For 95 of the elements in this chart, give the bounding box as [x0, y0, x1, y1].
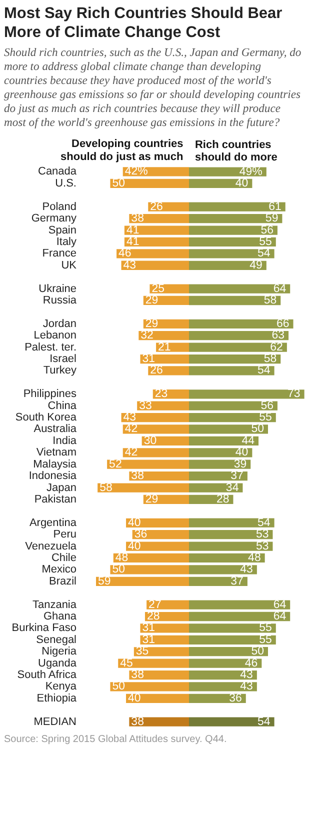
- data-label: 56: [260, 400, 274, 412]
- data-label: 40: [128, 692, 141, 704]
- y-tick-label: China: [48, 400, 78, 412]
- y-tick-label: Chile: [51, 552, 76, 564]
- data-label: 26: [150, 200, 163, 213]
- data-label: 56: [260, 224, 274, 236]
- data-label: 58: [100, 482, 112, 494]
- data-label: 39: [234, 458, 247, 470]
- data-label: 49%: [240, 166, 263, 178]
- data-label: 53: [256, 540, 269, 552]
- y-tick-label: Canada: [38, 166, 78, 178]
- data-label: 40: [128, 516, 141, 529]
- data-label: 28: [216, 493, 230, 506]
- data-label: 41: [126, 224, 140, 236]
- data-label: 38: [131, 716, 144, 728]
- y-tick-label: France: [42, 248, 76, 260]
- source-note: Source: Spring 2015 Global Attitudes survey. Q44.: [4, 734, 228, 745]
- y-tick-label: Nigeria: [42, 646, 78, 658]
- y-tick-label: Japan: [46, 482, 76, 494]
- data-label: 64: [274, 610, 287, 622]
- y-tick-label: South Korea: [15, 412, 78, 424]
- series-label: Rich countries should do more: [195, 138, 278, 164]
- data-label: 54: [258, 716, 272, 728]
- y-tick-label: Italy: [56, 236, 77, 248]
- data-label: 64: [274, 598, 287, 611]
- data-label: 36: [229, 692, 242, 704]
- data-label: 21: [158, 341, 171, 354]
- data-label: 49: [250, 259, 263, 272]
- data-label: 27: [148, 598, 162, 611]
- y-tick-label: Venezuela: [25, 540, 78, 552]
- y-tick-label: Peru: [53, 528, 76, 541]
- y-tick-label: Mexico: [42, 564, 76, 576]
- y-tick-label: Spain: [48, 224, 76, 236]
- y-tick-label: Philippines: [23, 388, 77, 400]
- y-tick-label: Jordan: [42, 318, 76, 330]
- data-label: 41: [126, 236, 140, 248]
- data-label: 55: [259, 634, 272, 646]
- data-label: 52: [109, 458, 122, 470]
- y-tick-label: Kenya: [45, 680, 78, 693]
- data-label: 43: [123, 259, 136, 272]
- y-tick-label: MEDIAN: [34, 716, 77, 728]
- data-label: 25: [152, 282, 164, 295]
- y-tick-label: UK: [61, 259, 78, 272]
- chart-title: Most Say Rich Countries Should Bear More of Climate Change Cost: [4, 4, 284, 42]
- data-label: 66: [276, 318, 290, 330]
- data-label: 59: [98, 575, 111, 588]
- data-label: 54: [258, 516, 272, 529]
- y-tick-label: India: [52, 434, 78, 447]
- y-tick-label: Uganda: [38, 657, 78, 670]
- y-tick-label: Germany: [31, 212, 78, 225]
- data-label: 62: [270, 341, 284, 354]
- chart-subtitle: Should rich countries, such as the U.S., Japan and Germany, do more to address global climate change than developing countries because they have produced most of the world's greenhouse gas emissions so far or should developing countries do just as much as rich countries because they will produce most of the world's greenhouse gas emissions in the future?: [4, 46, 302, 130]
- y-tick-label: Lebanon: [34, 330, 76, 342]
- y-tick-label: Palest. ter.: [24, 341, 76, 354]
- y-tick-label: South Africa: [17, 669, 78, 682]
- y-tick-label: Argentina: [29, 516, 78, 529]
- y-tick-label: Malaysia: [33, 458, 78, 470]
- y-tick-label: Russia: [42, 294, 78, 306]
- y-tick-label: Australia: [34, 423, 78, 436]
- data-label: 30: [144, 434, 157, 447]
- y-tick-label: U.S.: [55, 177, 76, 190]
- data-label: 46: [245, 657, 258, 670]
- y-tick-label: Senegal: [36, 634, 76, 646]
- data-label: 31: [142, 634, 156, 646]
- data-label: 40: [236, 177, 248, 190]
- y-tick-label: Pakistan: [34, 493, 76, 506]
- data-label: 34: [226, 482, 240, 494]
- data-label: 29: [145, 493, 158, 506]
- y-tick-label: Ghana: [44, 610, 78, 623]
- y-tick-label: Poland: [42, 200, 76, 213]
- data-label: 33: [139, 400, 152, 412]
- data-label: 29: [145, 294, 158, 306]
- y-tick-label: Burkina Faso: [12, 622, 76, 634]
- y-tick-label: Ukraine: [38, 282, 76, 295]
- data-label: 50: [112, 177, 125, 190]
- data-label: 48: [248, 552, 262, 564]
- y-tick-label: Tanzania: [32, 598, 78, 611]
- data-label: 44: [242, 434, 256, 447]
- data-label: 61: [268, 200, 282, 213]
- y-tick-label: Ethiopia: [36, 692, 78, 704]
- data-label: 55: [259, 236, 272, 248]
- data-label: 37: [230, 575, 244, 588]
- y-tick-label: Turkey: [43, 364, 77, 377]
- data-label: 40: [236, 446, 248, 459]
- data-label: 29: [145, 318, 158, 330]
- series-label: Developing countries should do just as much: [60, 138, 184, 164]
- y-tick-label: Vietnam: [36, 446, 76, 459]
- y-tick-label: Indonesia: [28, 470, 78, 482]
- data-label: 58: [264, 294, 277, 306]
- data-label: 40: [128, 540, 141, 552]
- y-tick-label: Brazil: [49, 575, 76, 588]
- data-label: 64: [274, 282, 287, 295]
- y-tick-label: Israel: [50, 353, 76, 366]
- data-label: 48: [115, 552, 128, 564]
- data-label: 45: [120, 657, 133, 670]
